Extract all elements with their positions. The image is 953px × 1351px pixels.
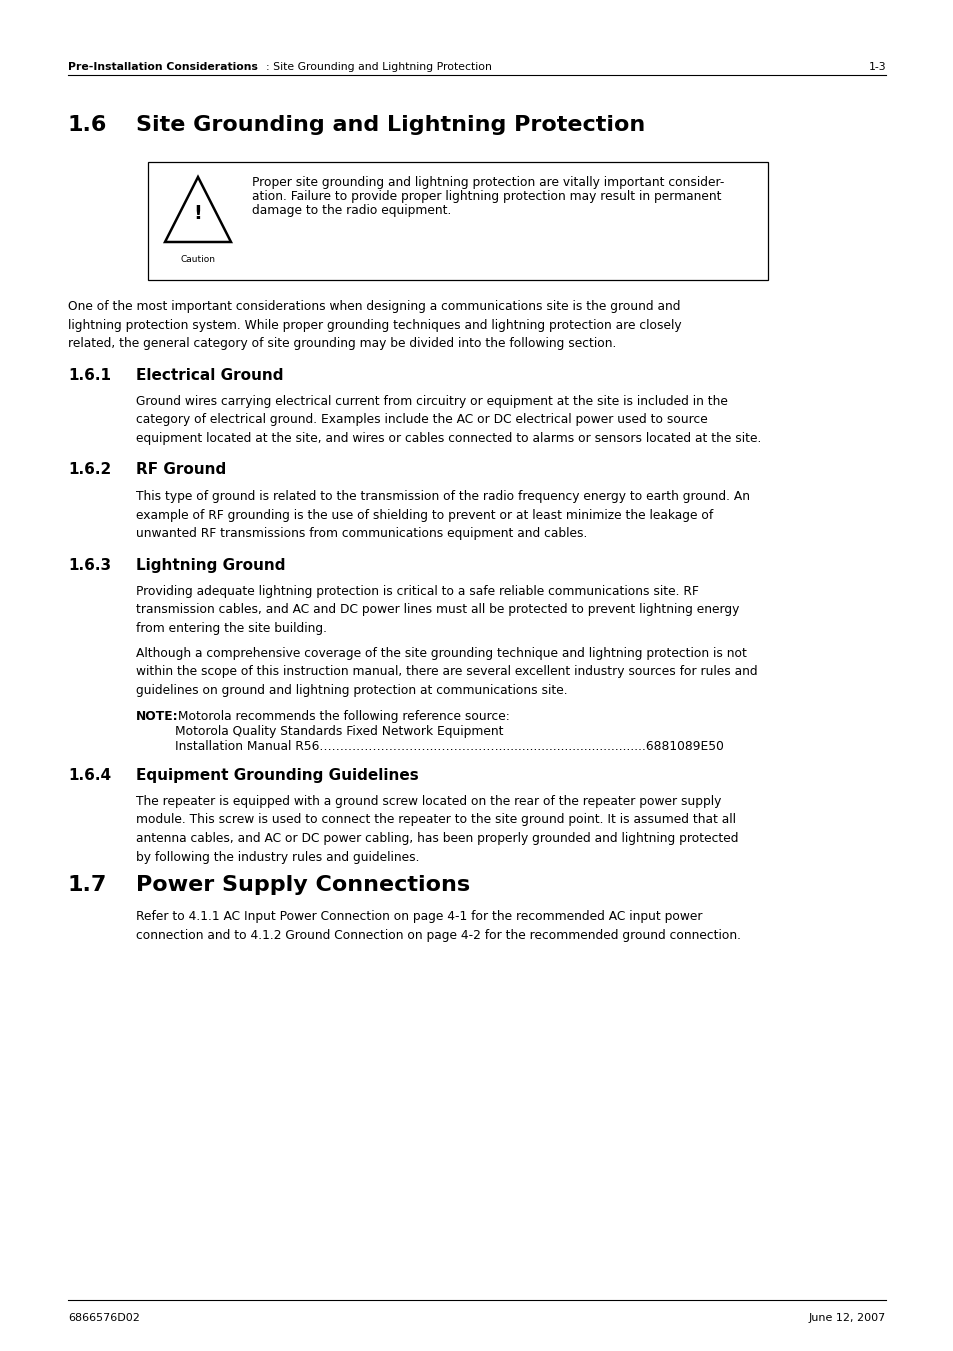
Text: One of the most important considerations when designing a communications site is: One of the most important considerations…	[68, 300, 680, 350]
Text: NOTE:: NOTE:	[136, 711, 178, 723]
Text: Electrical Ground: Electrical Ground	[136, 367, 283, 382]
Text: This type of ground is related to the transmission of the radio frequency energy: This type of ground is related to the tr…	[136, 490, 749, 540]
Text: 1.6.1: 1.6.1	[68, 367, 111, 382]
Text: ation. Failure to provide proper lightning protection may result in permanent: ation. Failure to provide proper lightni…	[252, 190, 720, 203]
Text: Although a comprehensive coverage of the site grounding technique and lightning : Although a comprehensive coverage of the…	[136, 647, 757, 697]
Text: Ground wires carrying electrical current from circuitry or equipment at the site: Ground wires carrying electrical current…	[136, 394, 760, 444]
Polygon shape	[165, 177, 231, 242]
Text: : Site Grounding and Lightning Protection: : Site Grounding and Lightning Protectio…	[266, 62, 492, 72]
Text: Refer to 4.1.1 AC Input Power Connection on page 4-1 for the recommended AC inpu: Refer to 4.1.1 AC Input Power Connection…	[136, 911, 740, 942]
Text: RF Ground: RF Ground	[136, 462, 226, 477]
Text: June 12, 2007: June 12, 2007	[808, 1313, 885, 1323]
Text: !: !	[193, 204, 202, 223]
Text: 1.6: 1.6	[68, 115, 108, 135]
Text: Site Grounding and Lightning Protection: Site Grounding and Lightning Protection	[136, 115, 644, 135]
Text: damage to the radio equipment.: damage to the radio equipment.	[252, 204, 451, 218]
Text: Caution: Caution	[180, 255, 215, 263]
FancyBboxPatch shape	[148, 162, 767, 280]
Text: Pre-Installation Considerations: Pre-Installation Considerations	[68, 62, 257, 72]
Text: Proper site grounding and lightning protection are vitally important consider-: Proper site grounding and lightning prot…	[252, 176, 723, 189]
Text: Providing adequate lightning protection is critical to a safe reliable communica: Providing adequate lightning protection …	[136, 585, 739, 635]
Text: 1-3: 1-3	[867, 62, 885, 72]
Text: 1.6.2: 1.6.2	[68, 462, 112, 477]
Text: Motorola Quality Standards Fixed Network Equipment: Motorola Quality Standards Fixed Network…	[174, 725, 503, 738]
Text: Installation Manual R56………………………..……………......................................688: Installation Manual R56………………………..…………….…	[174, 740, 723, 753]
Text: Lightning Ground: Lightning Ground	[136, 558, 285, 573]
Text: Equipment Grounding Guidelines: Equipment Grounding Guidelines	[136, 767, 418, 784]
Text: 1.6.4: 1.6.4	[68, 767, 111, 784]
Text: Motorola recommends the following reference source:: Motorola recommends the following refere…	[173, 711, 509, 723]
Text: 1.6.3: 1.6.3	[68, 558, 111, 573]
Text: The repeater is equipped with a ground screw located on the rear of the repeater: The repeater is equipped with a ground s…	[136, 794, 738, 863]
Text: Power Supply Connections: Power Supply Connections	[136, 875, 470, 894]
Text: 1.7: 1.7	[68, 875, 108, 894]
Text: 6866576D02: 6866576D02	[68, 1313, 140, 1323]
